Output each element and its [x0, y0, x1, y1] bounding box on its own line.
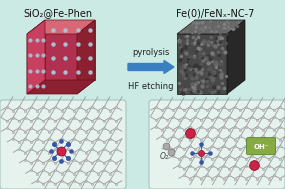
Text: O₂: O₂ — [160, 152, 168, 161]
Text: Fe(0)/FeNₓ-NC-7: Fe(0)/FeNₓ-NC-7 — [176, 8, 254, 18]
Text: OH⁻: OH⁻ — [253, 144, 269, 150]
Text: SiO₂@Fe-Phen: SiO₂@Fe-Phen — [23, 8, 93, 18]
Polygon shape — [27, 20, 95, 34]
Polygon shape — [77, 20, 95, 94]
Polygon shape — [177, 34, 227, 94]
Polygon shape — [27, 80, 95, 94]
Polygon shape — [27, 20, 45, 94]
FancyBboxPatch shape — [149, 100, 285, 189]
FancyBboxPatch shape — [0, 100, 126, 189]
Text: pyrolysis: pyrolysis — [132, 48, 170, 57]
Text: HF etching: HF etching — [128, 82, 174, 91]
FancyArrow shape — [128, 60, 174, 74]
Polygon shape — [45, 20, 95, 80]
Polygon shape — [177, 20, 245, 34]
Polygon shape — [27, 20, 45, 94]
FancyBboxPatch shape — [247, 138, 276, 155]
Polygon shape — [227, 20, 245, 94]
